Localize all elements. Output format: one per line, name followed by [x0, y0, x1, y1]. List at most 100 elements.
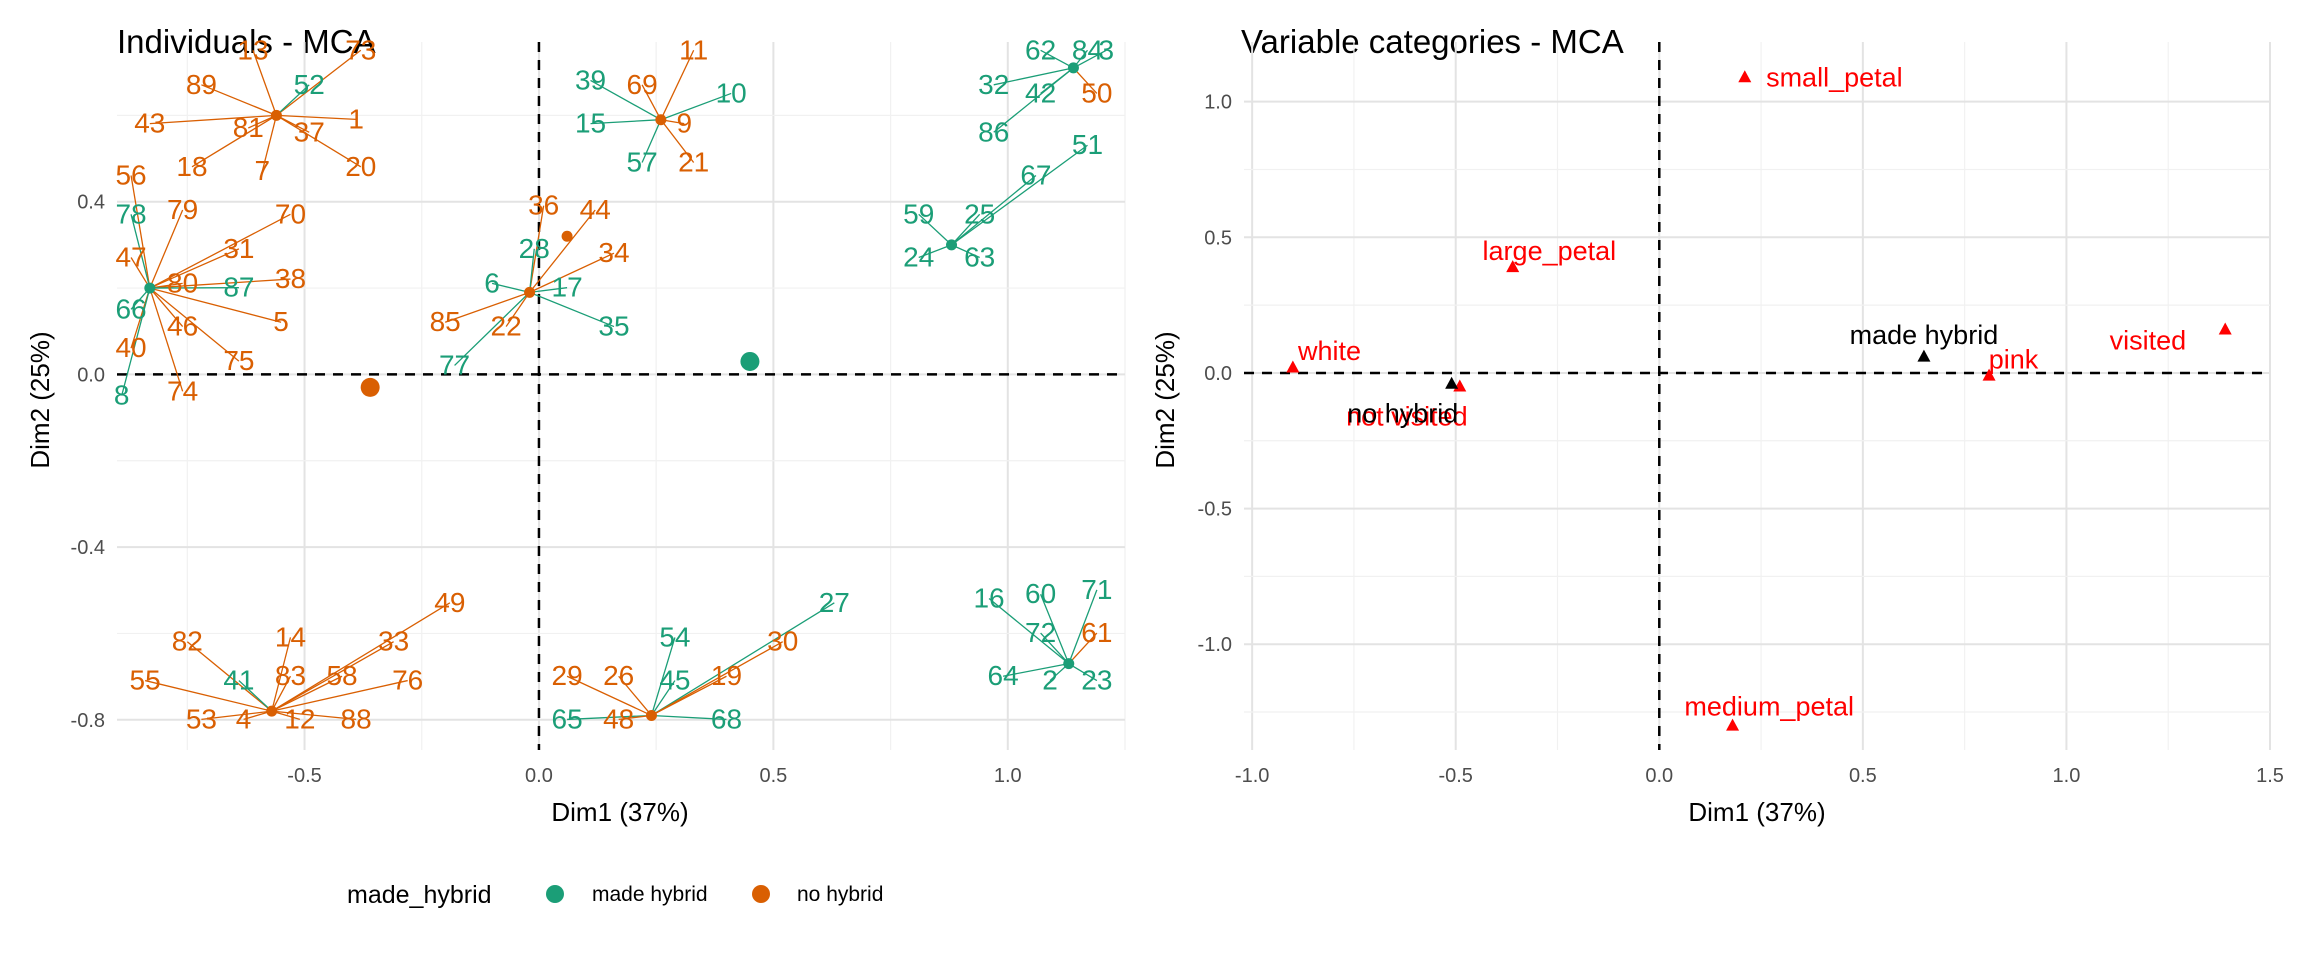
individual-label-23: 23	[1081, 665, 1112, 696]
individual-label-5: 5	[273, 306, 289, 337]
label-segment	[271, 679, 408, 712]
label-segment	[1073, 49, 1107, 69]
legend-key-no-hybrid	[752, 885, 770, 903]
individual-label-89: 89	[186, 69, 217, 100]
individual-point	[946, 239, 958, 251]
label-segment	[529, 209, 596, 293]
variables-grid	[1244, 42, 2271, 750]
label-segment	[567, 714, 652, 721]
variables-panel: Variable categories - MCA small_petallar…	[1150, 23, 2284, 827]
legend-label-made-hybrid: made hybrid	[592, 883, 708, 906]
label-segment	[149, 213, 291, 289]
individual-label-22: 22	[491, 311, 522, 342]
individuals-tick-labels: -0.5 0.0 0.5 1.0 -0.8 -0.4 0.0 0.4	[71, 192, 1022, 787]
label-segment	[651, 641, 784, 717]
label-segment	[650, 680, 676, 716]
label-segment	[252, 50, 278, 116]
label-segment	[130, 175, 151, 289]
label-segment	[149, 282, 183, 289]
individual-label-4: 4	[236, 703, 252, 734]
y-tick-label: 0.0	[1204, 363, 1232, 385]
label-segment	[641, 119, 662, 163]
individual-label-64: 64	[988, 660, 1019, 691]
label-segment	[1068, 632, 1098, 665]
individual-label-19: 19	[711, 660, 742, 691]
category-label-small-petal: small_petal	[1766, 62, 1903, 92]
category-label-pink: pink	[1989, 344, 2039, 374]
individual-label-24: 24	[903, 241, 934, 272]
individual-label-21: 21	[678, 147, 709, 178]
individual-label-39: 39	[575, 64, 606, 95]
individual-label-44: 44	[580, 194, 611, 225]
label-segment	[149, 209, 184, 289]
individual-label-81: 81	[233, 112, 264, 143]
variables-reference-lines	[1244, 42, 2270, 750]
category-point-made-hybrid	[1917, 349, 1931, 362]
individual-point	[645, 709, 657, 721]
individual-label-68: 68	[711, 703, 742, 734]
individual-label-29: 29	[552, 660, 583, 691]
label-segment	[951, 213, 981, 246]
label-segment	[660, 119, 695, 163]
category-point-small-petal	[1738, 70, 1752, 83]
individuals-points	[144, 62, 1079, 721]
individual-label-43: 43	[134, 108, 165, 139]
individual-point	[270, 109, 282, 121]
label-segment	[444, 291, 530, 323]
individual-label-46: 46	[167, 311, 198, 342]
individual-label-62: 62	[1025, 34, 1056, 65]
category-label-medium-petal: medium_petal	[1684, 692, 1854, 722]
y-tick-label: 0.4	[77, 192, 105, 214]
individual-label-86: 86	[978, 116, 1009, 147]
individual-label-15: 15	[575, 108, 606, 139]
label-segment	[271, 710, 357, 721]
label-segment	[529, 287, 568, 294]
y-tick-label: -1.0	[1198, 634, 1232, 656]
individual-label-88: 88	[341, 703, 372, 734]
label-segment	[454, 291, 531, 366]
y-tick-label: 1.0	[1204, 92, 1232, 114]
label-segment	[186, 641, 273, 712]
individual-label-54: 54	[659, 621, 690, 652]
individual-label-11: 11	[679, 34, 708, 65]
individual-label-66: 66	[115, 293, 146, 324]
category-label-made-hybrid: made hybrid	[1850, 320, 1999, 350]
individual-label-42: 42	[1025, 77, 1056, 108]
individual-point	[266, 705, 278, 717]
y-tick-label: -0.4	[71, 537, 105, 559]
x-tick-label: 0.0	[1645, 765, 1673, 787]
individual-label-52: 52	[294, 69, 325, 100]
individual-label-9: 9	[677, 108, 693, 139]
x-tick-label: 1.5	[2256, 765, 2284, 787]
individuals-label-segments	[121, 49, 1107, 721]
variables-x-axis-title: Dim1 (37%)	[1688, 797, 1825, 827]
label-segment	[149, 114, 277, 125]
individuals-reference-lines	[117, 42, 1125, 750]
label-segment	[651, 602, 835, 717]
individual-label-74: 74	[167, 375, 198, 406]
individual-label-69: 69	[627, 69, 658, 100]
label-segment	[528, 205, 545, 293]
y-tick-label: -0.5	[1198, 499, 1232, 521]
label-segment	[144, 679, 272, 712]
individual-label-1: 1	[348, 103, 364, 134]
label-segment	[651, 675, 727, 717]
label-segment	[660, 49, 695, 120]
individual-point	[1067, 62, 1079, 74]
x-tick-label: -0.5	[287, 765, 321, 787]
label-segment	[1040, 593, 1070, 664]
individual-label-36: 36	[528, 190, 559, 221]
label-segment	[951, 174, 1037, 246]
individual-label-58: 58	[326, 660, 357, 691]
individual-label-12: 12	[284, 703, 315, 734]
label-segment	[276, 49, 362, 116]
individual-label-80: 80	[167, 267, 198, 298]
individual-label-56: 56	[115, 159, 146, 190]
label-segment	[660, 92, 732, 121]
variables-y-axis-title: Dim2 (25%)	[1150, 331, 1180, 468]
y-tick-label: -0.8	[71, 710, 105, 732]
label-segment	[618, 675, 652, 716]
individual-label-72: 72	[1025, 617, 1056, 648]
